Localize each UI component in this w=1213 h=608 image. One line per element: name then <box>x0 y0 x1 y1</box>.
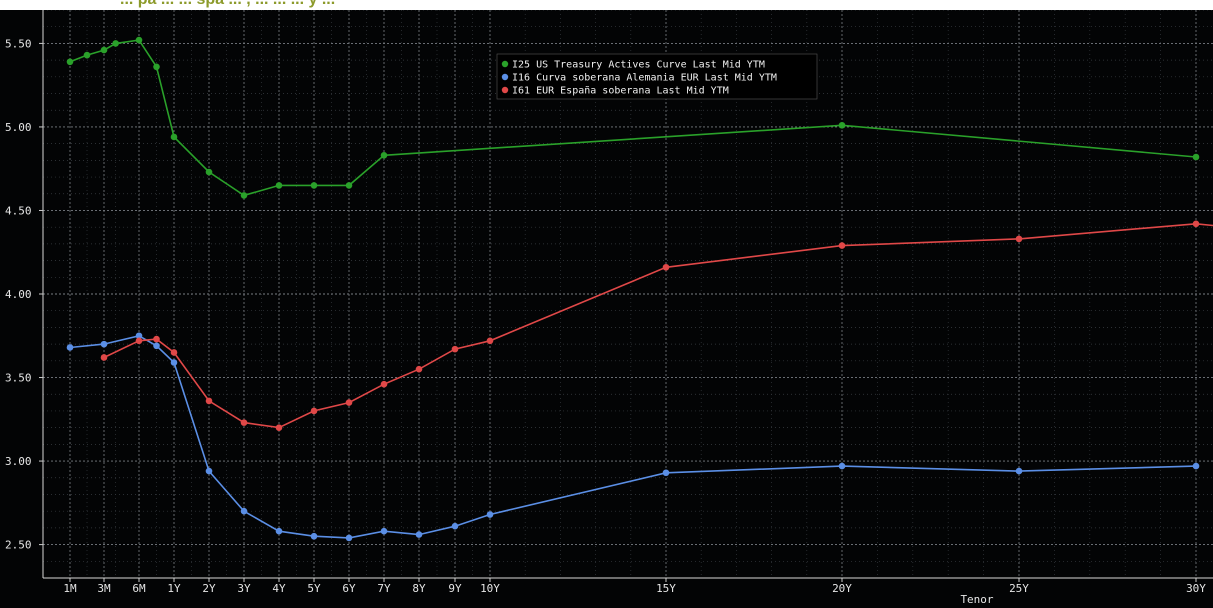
data-point <box>83 51 91 59</box>
data-point <box>310 182 318 189</box>
data-point <box>380 527 388 535</box>
data-point <box>838 121 846 129</box>
x-tick-label: 1Y <box>167 582 181 595</box>
data-point <box>205 467 213 475</box>
yield-curve-chart: 5.50 5.00 4.50 4.00 3.50 3.00 2.50 1M 3M 6M 1Y 2Y 3Y… <box>0 10 1213 608</box>
x-tick-label: 8Y <box>412 582 426 595</box>
x-tick-label: 2Y <box>202 582 216 595</box>
data-point <box>1192 462 1200 470</box>
data-point <box>170 133 178 141</box>
x-axis-title: Tenor <box>960 593 993 606</box>
data-point <box>1015 235 1023 243</box>
data-point <box>838 242 846 249</box>
data-point <box>415 365 423 373</box>
x-tick-label: 1M <box>63 582 77 595</box>
data-point <box>170 359 178 366</box>
data-point <box>275 527 283 535</box>
y-tick-label: 3.50 <box>5 372 32 385</box>
data-point <box>240 192 248 199</box>
title-bar: ... pa ... ... spa ... , ... ... ... y .… <box>0 0 1213 10</box>
data-point <box>135 337 143 345</box>
data-point <box>135 332 143 340</box>
x-tick-label: 30Y <box>1186 582 1206 595</box>
y-tick-label: 2.50 <box>5 539 32 552</box>
data-point <box>135 36 143 44</box>
data-point <box>153 335 160 343</box>
data-point <box>112 40 119 47</box>
x-tick-label: 5Y <box>307 582 321 595</box>
data-point <box>380 152 388 159</box>
data-point <box>240 419 248 426</box>
series-line-extension <box>1195 223 1213 227</box>
data-point <box>240 507 248 515</box>
data-point <box>153 63 160 71</box>
data-point <box>100 46 108 54</box>
data-point <box>275 182 283 189</box>
x-tick-label: 6Y <box>342 582 356 595</box>
series-layer <box>66 36 1213 542</box>
data-point <box>662 263 670 271</box>
chart-legend: I25 US Treasury Actives Curve Last Mid Y… <box>496 53 818 100</box>
legend-entry-label: I25 US Treasury Actives Curve Last Mid Y… <box>512 60 765 71</box>
data-point <box>345 534 353 542</box>
data-point <box>345 399 353 406</box>
data-point <box>380 380 388 388</box>
legend-box <box>496 53 818 100</box>
data-point <box>66 344 74 351</box>
legend-entry-label: I61 EUR España soberana Last Mid YTM <box>512 86 729 97</box>
data-point <box>100 340 108 348</box>
data-point <box>153 342 160 350</box>
data-point <box>66 58 74 66</box>
data-point <box>345 182 353 189</box>
x-tick-label: 10Y <box>480 582 500 595</box>
grid-layer <box>43 10 1213 579</box>
data-point <box>1015 467 1023 475</box>
data-point <box>170 349 178 356</box>
legend-marker <box>501 73 509 81</box>
y-tick-label: 5.50 <box>5 37 32 50</box>
y-tick-label: 4.50 <box>5 204 32 217</box>
data-point <box>451 522 459 530</box>
data-point <box>486 337 494 345</box>
chart-background <box>0 10 1213 608</box>
y-tick-label: 4.00 <box>5 288 32 301</box>
data-point <box>486 511 494 518</box>
legend-marker <box>501 60 509 68</box>
chart-title-fragment: ... pa ... ... spa ... , ... ... ... y .… <box>120 0 335 9</box>
x-tick-label: 20Y <box>832 582 852 595</box>
x-tick-label: 6M <box>132 582 146 595</box>
x-tick-label: 4Y <box>272 582 286 595</box>
data-point <box>838 462 846 470</box>
x-tick-label: 7Y <box>377 582 391 595</box>
y-tick-label: 3.00 <box>5 455 32 468</box>
data-point <box>451 345 459 353</box>
y-tick-label: 5.00 <box>5 121 32 134</box>
series-line-1 <box>69 334 1197 539</box>
data-point <box>415 531 423 538</box>
data-point <box>310 532 318 540</box>
data-point <box>310 407 318 415</box>
data-point <box>1192 153 1200 161</box>
legend-entry-label: I16 Curva soberana Alemania EUR Last Mid… <box>512 73 777 84</box>
x-tick-label: 3Y <box>237 582 251 595</box>
x-tick-label: 3M <box>97 582 111 595</box>
data-point <box>662 469 670 477</box>
x-tick-label: 15Y <box>656 582 676 595</box>
data-point <box>275 424 283 431</box>
data-point <box>205 397 213 405</box>
axis-layer: 5.50 5.00 4.50 4.00 3.50 3.00 2.50 1M 3M 6M 1Y 2Y 3Y… <box>5 10 1213 606</box>
x-tick-label: 9Y <box>448 582 462 595</box>
legend-marker <box>501 86 509 94</box>
data-point <box>205 168 213 176</box>
data-point <box>100 354 108 361</box>
x-tick-label: 25Y <box>1009 582 1029 595</box>
